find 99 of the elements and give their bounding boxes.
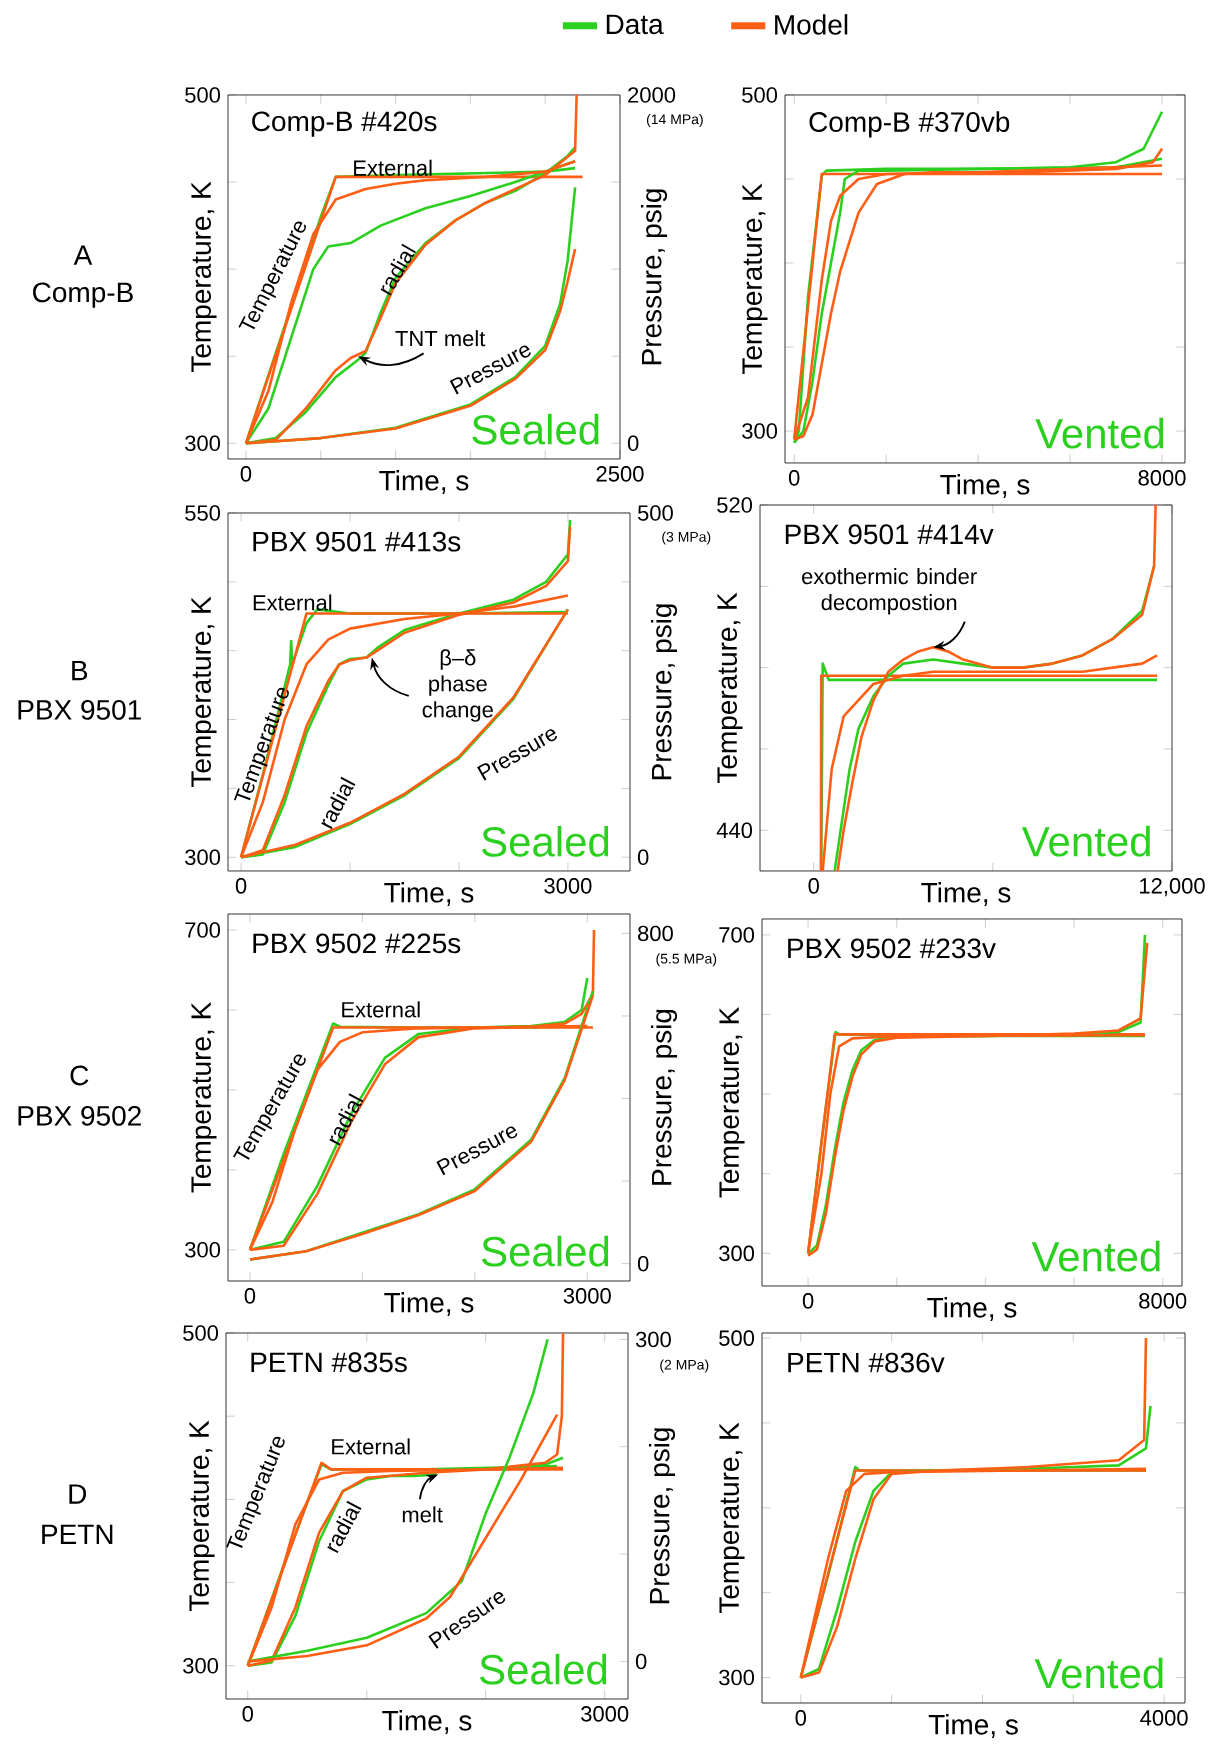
text: A (73, 245, 93, 265)
text: Sealed (480, 1653, 607, 1685)
text: PBX 9502 (18, 1105, 141, 1126)
y-tick-label: 300 (719, 1669, 755, 1686)
x-tick-label: 12,000 (1140, 878, 1205, 897)
annotation: melt (402, 1506, 443, 1523)
text: Vented (1035, 417, 1164, 449)
y-axis-title: Temperature, K (191, 181, 217, 373)
y-axis-title: Temperature, K (717, 592, 743, 784)
y-tick-label: 300 (185, 849, 221, 866)
x-axis-title: Time, s (379, 470, 469, 494)
y-tick-label: 440 (716, 822, 753, 839)
y2-tick-label: 500 (637, 505, 673, 521)
x-tick-label: 8000 (1139, 1293, 1187, 1309)
y2-axis-title: Pressure, psig (650, 1009, 678, 1185)
annotation: External (354, 159, 432, 176)
text: B (72, 660, 88, 681)
annotation: radial (329, 1093, 364, 1146)
text: PBX 9502 #233v (788, 938, 996, 959)
y2-tick-label: 0 (635, 1653, 647, 1670)
text: D (69, 1484, 87, 1504)
y-axis-title: Temperature, K (742, 183, 768, 375)
annotation: β–δ phase change (422, 649, 493, 722)
y-tick-label: 700 (719, 927, 755, 943)
x-tick-label: 0 (808, 878, 819, 894)
y-tick-label: 550 (185, 505, 221, 521)
y-tick-label: 520 (717, 497, 753, 513)
annotation: exothermic binder decompostion (802, 568, 977, 615)
x-tick-label: 0 (795, 1710, 807, 1726)
y-tick-label: 500 (719, 1330, 755, 1346)
text: PBX 9502 #225s (253, 933, 461, 954)
y-axis-title: Temperature, K (189, 1420, 215, 1612)
x-tick-label: 3000 (581, 1706, 629, 1722)
y2-tick-label: 0 (627, 435, 639, 452)
text: PETN (42, 1524, 113, 1544)
y2-axis-title: Pressure, psig (650, 604, 678, 780)
x-tick-label: 0 (240, 466, 252, 482)
x-tick-label: 3000 (544, 878, 592, 894)
x-tick-label: 0 (242, 1706, 254, 1722)
x-tick-label: 2500 (596, 466, 644, 482)
text: PBX 9501 #413s (253, 531, 461, 552)
text: (5.5 MPa) (656, 953, 717, 967)
text: Comp-B #420s (252, 111, 437, 137)
text: PBX 9501 (18, 699, 141, 720)
x-axis-title: Time, s (927, 1297, 1017, 1321)
text: (2 MPa) (660, 1359, 709, 1373)
x-tick-label: 0 (788, 470, 800, 486)
x-tick-label: 4000 (1140, 1710, 1188, 1726)
annotation: radial (327, 1500, 362, 1554)
text: (14 MPa) (646, 113, 703, 127)
text: Sealed (482, 1235, 609, 1267)
annotation: External (253, 594, 332, 611)
legend-label: Model (775, 14, 848, 35)
x-axis-title: Time, s (382, 1710, 472, 1734)
y-axis-title: Temperature, K (719, 1422, 745, 1614)
y-tick-label: 300 (185, 435, 221, 452)
x-axis-title: Time, s (940, 474, 1030, 498)
x-tick-label: 3000 (563, 1288, 611, 1304)
x-tick-label: 0 (235, 878, 247, 894)
annotation: External (332, 1438, 410, 1455)
y2-tick-label: 2000 (628, 87, 676, 103)
x-axis-title: Time, s (921, 882, 1011, 906)
text: PETN #835s (251, 1352, 407, 1373)
y2-axis-title: Pressure, psig (640, 189, 668, 365)
x-axis-title: Time, s (384, 882, 474, 906)
y-axis-title: Temperature, K (191, 596, 217, 788)
text: Sealed (482, 825, 609, 857)
y2-axis-title: Pressure, psig (648, 1428, 676, 1604)
annotation: radial (321, 776, 356, 830)
text: (3 MPa) (662, 531, 711, 545)
text: C (70, 1065, 89, 1086)
text: PETN #836v (788, 1352, 945, 1373)
y-tick-label: 500 (183, 1325, 219, 1341)
y-axis-title: Temperature, K (719, 1007, 745, 1198)
y-tick-label: 300 (185, 1242, 221, 1258)
y2-tick-label: 800 (638, 925, 673, 942)
x-axis-title: Time, s (384, 1292, 474, 1316)
x-tick-label: 0 (802, 1293, 814, 1309)
text: Vented (1034, 1657, 1163, 1689)
y-tick-label: 500 (185, 87, 221, 103)
text: Comp-B #370vb (809, 111, 1010, 138)
x-axis-title: Time, s (928, 1714, 1018, 1738)
y-tick-label: 300 (719, 1245, 755, 1262)
y-axis-title: Temperature, K (191, 1002, 217, 1193)
y2-tick-label: 0 (637, 1255, 649, 1272)
text: PBX 9501 #414v (785, 524, 994, 545)
text: Comp-B (33, 282, 133, 308)
y2-tick-label: 0 (637, 849, 649, 866)
annotation: TNT melt (395, 330, 486, 347)
text: Vented (1031, 1240, 1160, 1272)
legend-label: Data (606, 14, 664, 35)
text: Sealed (472, 413, 599, 445)
x-tick-label: 0 (244, 1288, 256, 1304)
y2-tick-label: 300 (635, 1331, 671, 1348)
annotation: External (342, 1001, 420, 1018)
y-tick-label: 300 (183, 1657, 219, 1674)
text: Vented (1021, 825, 1150, 857)
y-tick-label: 700 (185, 922, 221, 938)
x-tick-label: 8000 (1138, 470, 1186, 486)
